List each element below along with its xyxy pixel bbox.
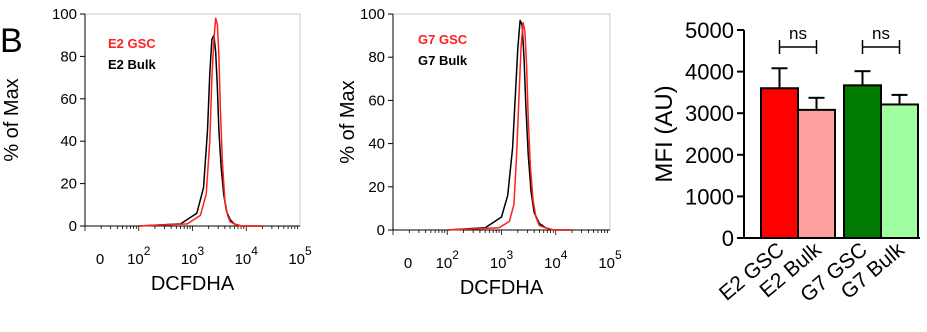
bar [760,87,799,239]
bar [880,103,919,239]
y-tick-label: 4000 [685,60,734,85]
y-tick-label: 40 [60,133,77,150]
series-line-gsc [447,21,573,231]
x-tick-base: 10 [544,255,561,272]
x-tick-label: 102 [127,244,151,268]
y-tick-label: 2000 [685,143,734,168]
x-tick-base: 0 [96,251,104,268]
x-tick-base: 0 [404,255,412,272]
significance-label: ns [872,24,890,43]
y-tick-label: 1000 [685,184,734,209]
bar [843,84,882,239]
x-tick-exponent: 2 [144,244,151,258]
x-tick-label: 104 [235,244,259,268]
legend-entry: E2 Bulk [108,57,156,72]
y-axis-title: % of Max [1,78,23,161]
x-tick-label: 102 [436,248,460,272]
series-line-gsc [138,17,263,227]
y-tick-label: 60 [60,91,77,108]
x-axis-title: DCFDHA [151,273,235,295]
series-line-bulk [447,19,573,231]
series-line-bulk [138,34,263,227]
x-tick-base: 10 [490,255,507,272]
x-tick-label: 103 [181,244,205,268]
y-tick-label: 0 [377,222,385,239]
y-axis-title: MFI (AU) [651,85,678,182]
x-tick-base: 10 [598,255,615,272]
y-tick-label: 20 [368,179,385,196]
x-tick-base: 10 [127,251,144,268]
legend-entry: E2 GSC [108,36,156,51]
x-tick-base: 10 [436,255,453,272]
y-axis-title: % of Max [337,80,359,163]
y-tick-label: 100 [360,6,385,23]
x-tick-base: 10 [235,251,252,268]
x-tick-exponent: 2 [452,248,459,262]
x-tick-label: 105 [598,248,622,272]
x-axis-title: DCFDHA [460,277,544,299]
y-tick-label: 80 [368,49,385,66]
y-tick-label: 0 [722,226,734,251]
x-tick-base: 10 [288,251,305,268]
y-tick-label: 40 [368,136,385,153]
y-tick-label: 3000 [685,101,734,126]
x-tick-base: 10 [181,251,198,268]
x-tick-label: 105 [288,244,312,268]
x-tick-exponent: 3 [198,244,205,258]
bar [797,108,836,240]
panel-letter: B [0,22,23,60]
y-tick-label: 100 [52,6,77,23]
legend-entry: G7 GSC [418,32,468,47]
x-tick-exponent: 4 [561,248,568,262]
x-tick-exponent: 5 [305,244,312,258]
x-tick-label: 103 [490,248,514,272]
legend-entry: G7 Bulk [418,53,468,68]
y-tick-label: 0 [69,218,77,235]
significance-label: ns [789,24,807,43]
y-tick-label: 20 [60,176,77,193]
x-tick-exponent: 4 [251,244,258,258]
x-tick-label: 104 [544,248,568,272]
x-tick-exponent: 3 [507,248,514,262]
y-tick-label: 5000 [685,18,734,43]
x-tick-label: 0 [96,251,104,268]
x-tick-exponent: 5 [615,248,622,262]
x-tick-label: 0 [404,255,412,272]
y-tick-label: 60 [368,92,385,109]
y-tick-label: 80 [60,48,77,65]
